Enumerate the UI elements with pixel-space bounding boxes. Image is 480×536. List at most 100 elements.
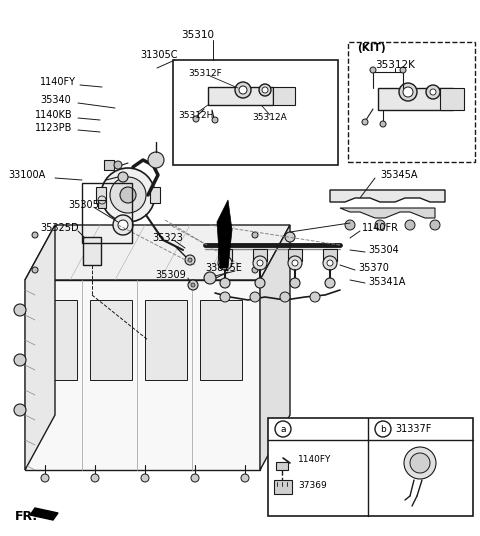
Text: a: a <box>280 425 286 434</box>
Circle shape <box>113 215 133 235</box>
Text: 35370: 35370 <box>358 263 389 273</box>
Text: 35305: 35305 <box>68 200 99 210</box>
Polygon shape <box>260 225 290 470</box>
Circle shape <box>362 119 368 125</box>
Bar <box>208 87 273 105</box>
Circle shape <box>250 292 260 302</box>
Ellipse shape <box>118 248 132 256</box>
Ellipse shape <box>204 97 212 109</box>
Circle shape <box>430 220 440 230</box>
Circle shape <box>235 82 251 98</box>
Circle shape <box>259 84 271 96</box>
Bar <box>90 300 132 380</box>
Ellipse shape <box>83 261 101 269</box>
Circle shape <box>14 304 26 316</box>
Text: 31305C: 31305C <box>140 50 178 60</box>
Ellipse shape <box>152 321 180 355</box>
Circle shape <box>185 255 195 265</box>
Circle shape <box>252 232 258 238</box>
Ellipse shape <box>114 246 136 258</box>
Circle shape <box>399 83 417 101</box>
Text: 35341A: 35341A <box>368 277 406 287</box>
Circle shape <box>193 116 199 122</box>
Circle shape <box>188 258 192 262</box>
Circle shape <box>288 256 302 270</box>
Bar <box>150 187 160 203</box>
Circle shape <box>253 256 267 270</box>
Circle shape <box>410 453 430 473</box>
Text: 35312K: 35312K <box>375 60 415 70</box>
Circle shape <box>403 87 413 97</box>
Circle shape <box>191 474 199 482</box>
Bar <box>96 187 106 203</box>
Circle shape <box>191 283 195 287</box>
Circle shape <box>212 117 218 123</box>
Ellipse shape <box>83 233 101 241</box>
Circle shape <box>280 292 290 302</box>
Circle shape <box>91 474 99 482</box>
Circle shape <box>114 161 122 169</box>
Circle shape <box>241 474 249 482</box>
Circle shape <box>252 267 258 273</box>
Circle shape <box>400 67 406 73</box>
Ellipse shape <box>207 321 235 355</box>
Circle shape <box>262 87 268 93</box>
Circle shape <box>375 220 385 230</box>
Bar <box>82 183 132 243</box>
Text: (KIT): (KIT) <box>357 43 385 53</box>
Text: 1140KB: 1140KB <box>35 110 72 120</box>
Circle shape <box>239 86 247 94</box>
Circle shape <box>101 168 155 222</box>
Text: 35345A: 35345A <box>380 170 418 180</box>
Circle shape <box>220 278 230 288</box>
Ellipse shape <box>218 248 232 256</box>
Circle shape <box>32 232 38 238</box>
Bar <box>273 87 295 105</box>
Circle shape <box>14 354 26 366</box>
Circle shape <box>141 474 149 482</box>
Text: b: b <box>380 425 386 434</box>
Circle shape <box>292 260 298 266</box>
Circle shape <box>257 260 263 266</box>
Polygon shape <box>25 225 55 470</box>
Bar <box>173 60 338 165</box>
Circle shape <box>345 220 355 230</box>
Polygon shape <box>25 280 260 470</box>
Bar <box>218 249 232 261</box>
Bar <box>35 300 77 380</box>
Bar <box>200 300 242 380</box>
Text: 1140FR: 1140FR <box>362 223 399 233</box>
Text: 35323: 35323 <box>152 233 183 243</box>
Bar <box>274 480 292 494</box>
Polygon shape <box>217 200 232 268</box>
Text: 31337F: 31337F <box>395 424 432 434</box>
Text: FR.: FR. <box>15 510 38 524</box>
Circle shape <box>218 256 232 270</box>
Ellipse shape <box>164 246 186 258</box>
Polygon shape <box>330 190 445 202</box>
Circle shape <box>148 152 164 168</box>
Ellipse shape <box>42 321 70 355</box>
Text: 33100A: 33100A <box>8 170 45 180</box>
Circle shape <box>14 404 26 416</box>
Text: 1140FY: 1140FY <box>298 456 331 465</box>
Polygon shape <box>30 508 58 520</box>
Bar <box>104 160 114 170</box>
Ellipse shape <box>68 248 82 256</box>
Text: 35312H: 35312H <box>178 110 214 120</box>
Circle shape <box>41 474 49 482</box>
Bar <box>253 249 267 261</box>
Text: 35309: 35309 <box>155 270 186 280</box>
Circle shape <box>255 278 265 288</box>
Circle shape <box>118 220 128 230</box>
Circle shape <box>325 278 335 288</box>
Bar <box>378 88 453 110</box>
Text: 35340: 35340 <box>40 95 71 105</box>
Polygon shape <box>25 225 290 280</box>
Ellipse shape <box>373 88 383 110</box>
Circle shape <box>32 267 38 273</box>
Bar <box>348 42 475 162</box>
Circle shape <box>310 292 320 302</box>
Circle shape <box>110 177 146 213</box>
Text: 37369: 37369 <box>298 481 327 490</box>
